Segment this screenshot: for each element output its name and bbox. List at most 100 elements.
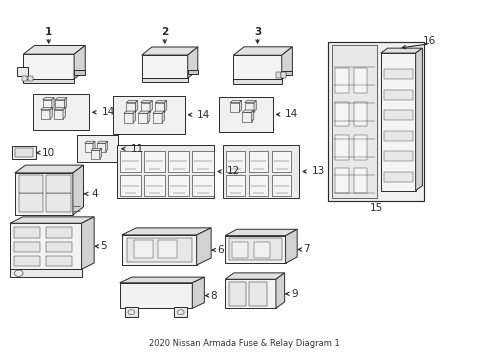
Polygon shape xyxy=(105,141,107,152)
Bar xyxy=(19,175,43,193)
Polygon shape xyxy=(224,236,285,263)
Polygon shape xyxy=(73,165,83,215)
Polygon shape xyxy=(54,110,63,119)
Polygon shape xyxy=(233,55,281,79)
Bar xyxy=(46,193,70,212)
Polygon shape xyxy=(380,53,415,191)
Polygon shape xyxy=(230,103,239,112)
Polygon shape xyxy=(244,103,253,112)
Polygon shape xyxy=(155,100,166,103)
Bar xyxy=(353,168,366,193)
Polygon shape xyxy=(42,98,54,100)
Polygon shape xyxy=(120,283,192,308)
Polygon shape xyxy=(123,113,133,123)
Polygon shape xyxy=(230,100,241,103)
Text: 13: 13 xyxy=(311,166,325,176)
Bar xyxy=(33,94,89,130)
Polygon shape xyxy=(120,277,204,283)
Bar xyxy=(22,76,27,81)
Polygon shape xyxy=(10,217,94,223)
Bar xyxy=(46,242,72,252)
Polygon shape xyxy=(55,100,64,109)
Bar xyxy=(233,79,281,84)
Bar xyxy=(331,45,377,198)
Polygon shape xyxy=(97,143,105,152)
Polygon shape xyxy=(153,113,162,123)
Polygon shape xyxy=(10,223,81,269)
Text: 11: 11 xyxy=(130,144,143,154)
Polygon shape xyxy=(126,103,135,112)
Bar xyxy=(383,172,412,182)
Polygon shape xyxy=(41,110,50,119)
Bar xyxy=(232,242,247,258)
Bar xyxy=(383,90,412,100)
Polygon shape xyxy=(187,70,197,74)
Bar xyxy=(174,307,187,317)
Polygon shape xyxy=(52,98,54,109)
Polygon shape xyxy=(285,229,297,263)
Polygon shape xyxy=(281,71,292,75)
Bar xyxy=(17,67,28,76)
Polygon shape xyxy=(224,229,297,236)
Bar xyxy=(275,72,280,78)
Bar xyxy=(353,68,366,93)
Polygon shape xyxy=(122,235,196,265)
Bar xyxy=(15,148,33,157)
Polygon shape xyxy=(91,148,102,150)
Polygon shape xyxy=(84,143,93,152)
Polygon shape xyxy=(187,47,197,78)
Text: 1: 1 xyxy=(45,27,52,37)
Polygon shape xyxy=(239,100,241,112)
Bar xyxy=(248,282,266,306)
Polygon shape xyxy=(233,47,292,55)
Bar xyxy=(46,256,72,266)
Text: 4: 4 xyxy=(91,189,98,199)
Polygon shape xyxy=(126,100,138,103)
Polygon shape xyxy=(251,110,253,122)
Polygon shape xyxy=(41,108,52,110)
Bar xyxy=(254,242,269,258)
Bar xyxy=(126,238,191,261)
Polygon shape xyxy=(54,108,65,110)
Bar xyxy=(219,97,272,132)
Polygon shape xyxy=(224,273,284,279)
Bar xyxy=(120,150,141,172)
Bar xyxy=(271,150,291,172)
Bar xyxy=(335,135,348,160)
Bar xyxy=(383,131,412,141)
Polygon shape xyxy=(141,103,150,112)
Bar xyxy=(248,150,267,172)
Bar xyxy=(28,76,33,81)
Text: 12: 12 xyxy=(226,166,240,176)
Bar xyxy=(228,282,246,306)
Bar xyxy=(383,69,412,79)
Text: 14: 14 xyxy=(197,110,210,120)
Bar xyxy=(19,193,43,212)
Polygon shape xyxy=(93,141,95,152)
Polygon shape xyxy=(242,112,251,122)
Polygon shape xyxy=(244,100,256,103)
Bar xyxy=(120,175,141,196)
Text: 10: 10 xyxy=(42,148,55,158)
Bar xyxy=(10,269,81,277)
Bar xyxy=(335,168,348,193)
Text: 2020 Nissan Armada Fuse & Relay Diagram 1: 2020 Nissan Armada Fuse & Relay Diagram … xyxy=(149,338,339,347)
Polygon shape xyxy=(64,98,66,109)
Polygon shape xyxy=(147,111,149,123)
Bar xyxy=(353,135,366,160)
Text: 15: 15 xyxy=(368,203,382,213)
Bar xyxy=(228,238,281,260)
Polygon shape xyxy=(380,48,422,53)
Text: 6: 6 xyxy=(217,245,224,255)
Bar xyxy=(143,175,165,196)
Polygon shape xyxy=(74,70,85,75)
Polygon shape xyxy=(415,48,422,191)
Polygon shape xyxy=(63,108,65,119)
Text: 9: 9 xyxy=(290,289,297,299)
Bar xyxy=(168,175,189,196)
Bar xyxy=(383,110,412,120)
Polygon shape xyxy=(141,100,152,103)
Polygon shape xyxy=(142,47,197,55)
Bar xyxy=(192,175,213,196)
Polygon shape xyxy=(100,148,102,159)
